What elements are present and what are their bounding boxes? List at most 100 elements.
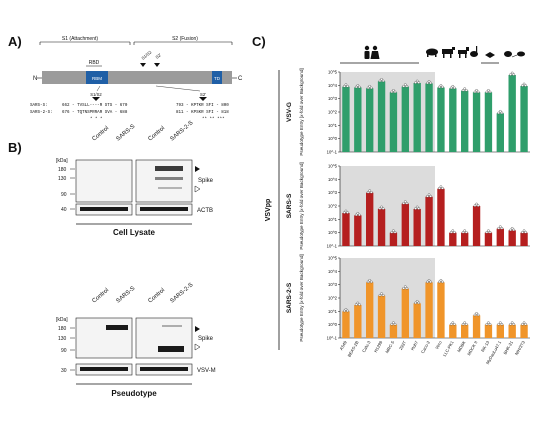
actb-band-1 [80,207,128,211]
chart-vsv-g: 10^5 10^4 10^3 10^2 10^1 10^0 10^-1 VSV-G Pseudo… [286,68,530,156]
pseudotype-blot: Control SARS-S Control SARS-2-S [kDa] 18… [56,282,216,398]
replicate-point [461,230,465,234]
replicate-point [521,84,524,87]
bar [389,92,398,152]
lysate-cleaved-arrow [194,185,201,193]
lysate-band-spike [155,166,183,171]
spike-protein-bar [42,71,232,84]
lysate-loading-label: ACTB [197,208,213,214]
replicate-point [368,85,371,88]
y-tick-label: 10^3 [328,282,338,287]
rbd-label: RBD [89,60,100,66]
replicate-point [427,80,431,83]
replicate-point [509,73,512,76]
replicate-point [346,84,349,88]
actb-band-2 [140,207,188,211]
replicate-point [453,230,456,234]
site2-header: S2' [200,92,206,97]
bar [377,208,386,246]
replicate-point [354,303,358,306]
seq-row-1-site1: 662 - TVSLL----R STS - 670 [62,104,128,108]
bar [425,196,433,246]
bar [377,81,386,152]
lysate-col-sars2-s: SARS-2-S [169,120,194,142]
replicate-point [344,209,348,213]
replicate-point [510,321,514,324]
panel-a-label: A) [8,34,22,49]
replicate-point [392,321,395,324]
replicate-point [426,81,429,85]
replicate-point [429,195,432,198]
site1-header: S1/S2 [90,92,102,97]
y-tick-label: 10^2 [328,204,338,209]
replicate-point [522,82,526,86]
cell-lysate-blot: Control SARS-S Control SARS-2-S [kDa] 18… [56,120,214,237]
seq-row-name-1: SARS-S: [30,104,48,108]
replicate-point [378,79,382,83]
chart-title: VSV-G [286,102,293,122]
x-tick-label: MDCK II [466,340,478,356]
bar [401,86,409,152]
chart-sars2-s: 10^5 10^4 10^3 10^2 10^1 10^0 10^-1 SARS-2-S Pse… [286,254,530,342]
replicate-point [500,226,504,230]
pseudo-spike-arrow [195,326,200,332]
panel-a: A) S1 (Attachment) S2 (Fusion) RBD S1/S2… [8,34,243,122]
bar [472,315,481,338]
c-terminus-label: C [238,76,243,82]
seq-row-name-2: SARS-2-S: [30,111,53,115]
replicate-point [487,89,490,92]
x-tick-label: RK-13 [480,339,491,352]
x-tick-label: Calu-3 [361,339,372,353]
x-tick-label: NIH/3T3 [514,339,526,356]
y-tick-label: 10^1 [328,309,338,314]
replicate-point [453,86,456,90]
bar [496,113,504,152]
bar [401,203,409,246]
replicate-point [521,230,524,234]
y-tick-label: 10^3 [328,96,338,101]
mouse-icon [511,51,525,58]
replicate-point [522,321,526,324]
pseudo-caption: Pseudotype [111,389,157,398]
site2-arrow [199,97,207,101]
replicate-point [473,90,477,94]
vsvpp-group-label: VSVpp [265,199,272,222]
replicate-point [463,87,466,90]
pseudo-loading-label: VSV-M [197,368,216,374]
y-tick-label: 10^3 [328,190,338,195]
replicate-point [522,229,526,232]
replicate-point [441,85,444,89]
replicate-point [438,280,441,284]
replicate-point [438,186,441,190]
site-s1s2-label: S1/S2 [140,49,152,61]
replicate-point [370,86,373,90]
replicate-point [378,293,382,297]
replicate-point [449,86,453,90]
y-tick-label: 10^4 [328,269,338,274]
replicate-point [487,229,490,232]
rabbit-icon [470,46,478,57]
replicate-point [366,86,370,90]
bar [342,86,350,152]
bar [484,324,493,338]
chart-title: SARS-S [286,193,293,218]
replicate-point [512,73,516,76]
replicate-point [512,228,516,232]
bar [449,232,457,246]
bar [520,85,528,152]
x-tick-label: LLC-PK1 [442,339,455,357]
replicate-point [512,322,516,326]
lysate-loading-marker: 40 [61,207,67,213]
lysate-membrane-1 [75,159,133,203]
lysate-col-control-2: Control [147,126,166,143]
replicate-point [356,212,360,215]
bar [425,83,433,152]
pseudo-membrane-1 [75,317,133,359]
replicate-point [368,279,371,282]
replicate-point [461,88,465,92]
conservation-stars-1: * * * [90,117,103,122]
replicate-point [521,322,524,326]
replicate-point [343,309,346,313]
